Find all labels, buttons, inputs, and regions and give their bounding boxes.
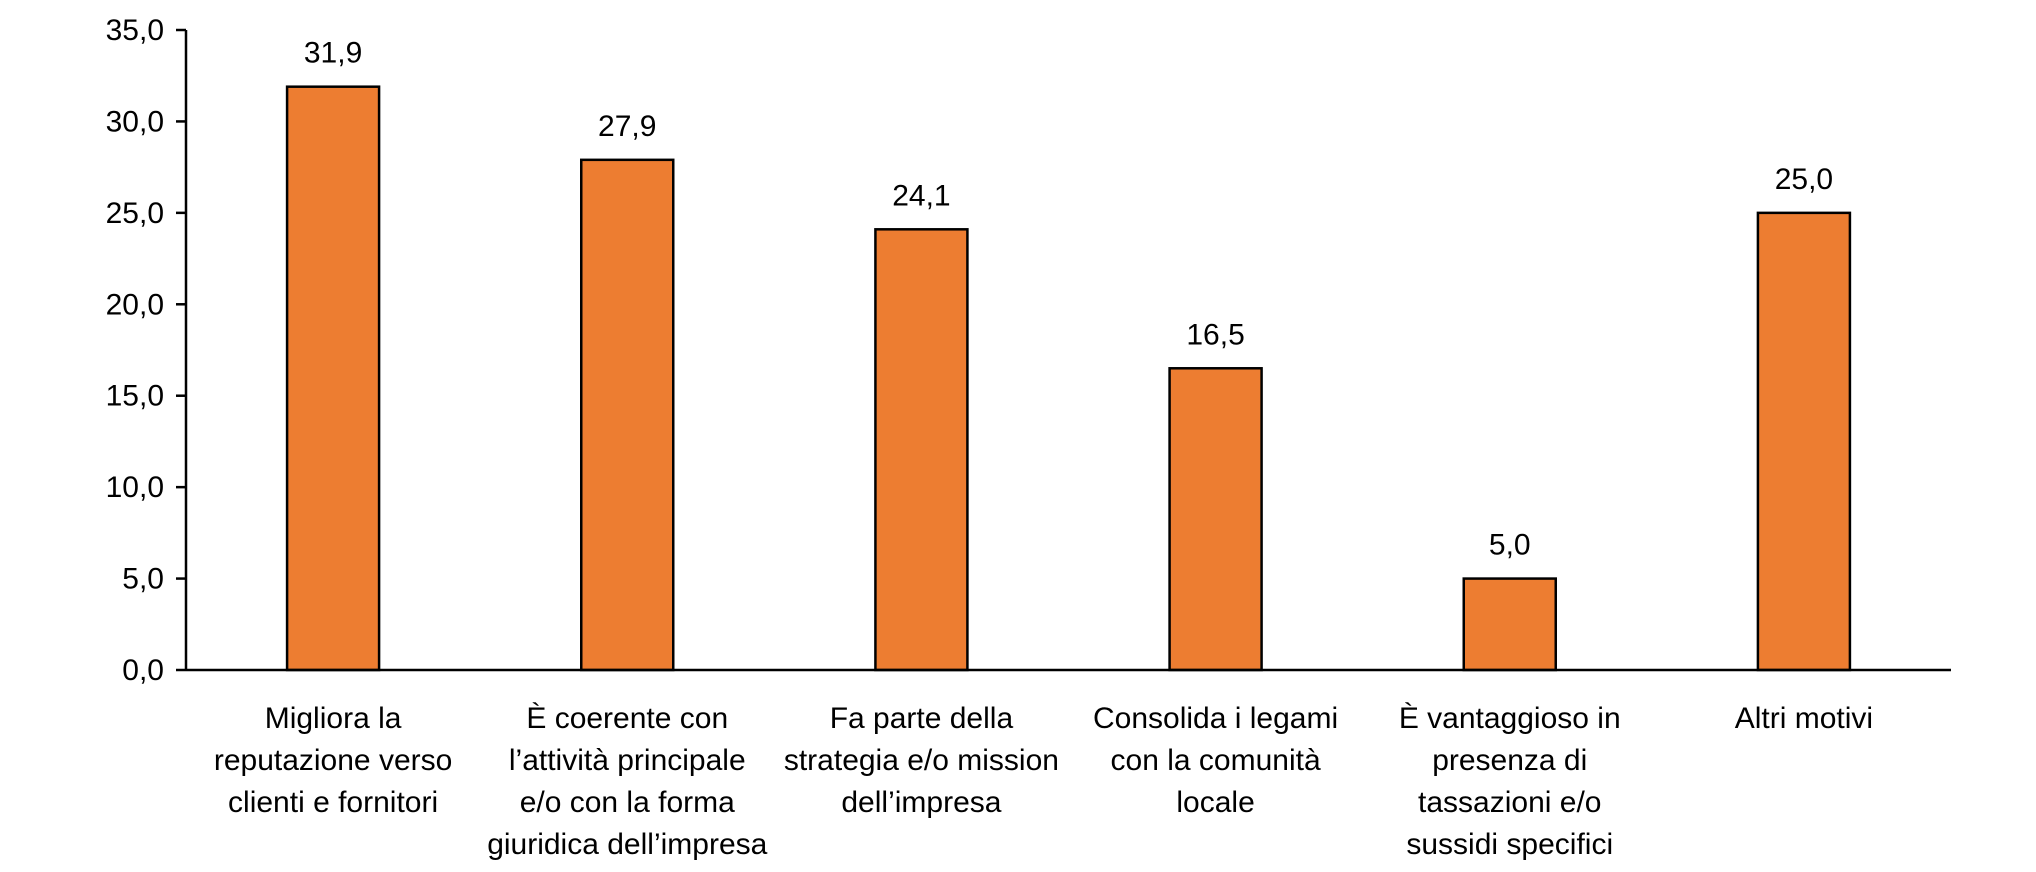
bar [285,85,381,672]
y-tick-label: 30,0 [106,105,164,138]
category-label: È vantaggioso in presenza di tassazioni e/… [1399,702,1621,861]
bars [285,85,1852,672]
category-label: È coerente con l’attività principale e/o c… [487,702,767,861]
y-axis: 0,0 5,0 10,0 15,0 20,0 25,0 30,0 35,0 [106,14,188,687]
data-label: 27,9 [598,110,656,143]
bar [1756,211,1852,672]
y-tick-label: 35,0 [106,14,164,47]
y-tick-label: 15,0 [106,380,164,413]
category-label: Fa parte della strategia e/o mission dell’… [784,702,1059,819]
category-label: Migliora la reputazione verso clienti e fo… [214,702,452,819]
bar [874,228,969,672]
y-tick-label: 20,0 [106,288,164,321]
data-label: 16,5 [1186,318,1244,351]
bar [1462,577,1557,672]
data-labels: 31,9 27,9 24,1 16,5 5,0 25,0 [304,37,1833,562]
data-label: 24,1 [892,179,950,212]
y-tick-label: 25,0 [106,197,164,230]
category-label: Consolida i legami con la comunità locale [1093,702,1338,819]
category-label: Altri motivi [1735,702,1873,735]
data-label: 5,0 [1489,529,1531,562]
y-tick-label: 10,0 [106,471,164,504]
category-labels: Migliora la reputazione verso clienti e fo… [214,702,1873,861]
bar [1168,367,1263,672]
data-label: 31,9 [304,37,362,70]
data-label: 25,0 [1775,163,1833,196]
y-tick-label: 0,0 [122,654,164,687]
y-tick-label: 5,0 [122,563,164,596]
bar [580,158,675,672]
